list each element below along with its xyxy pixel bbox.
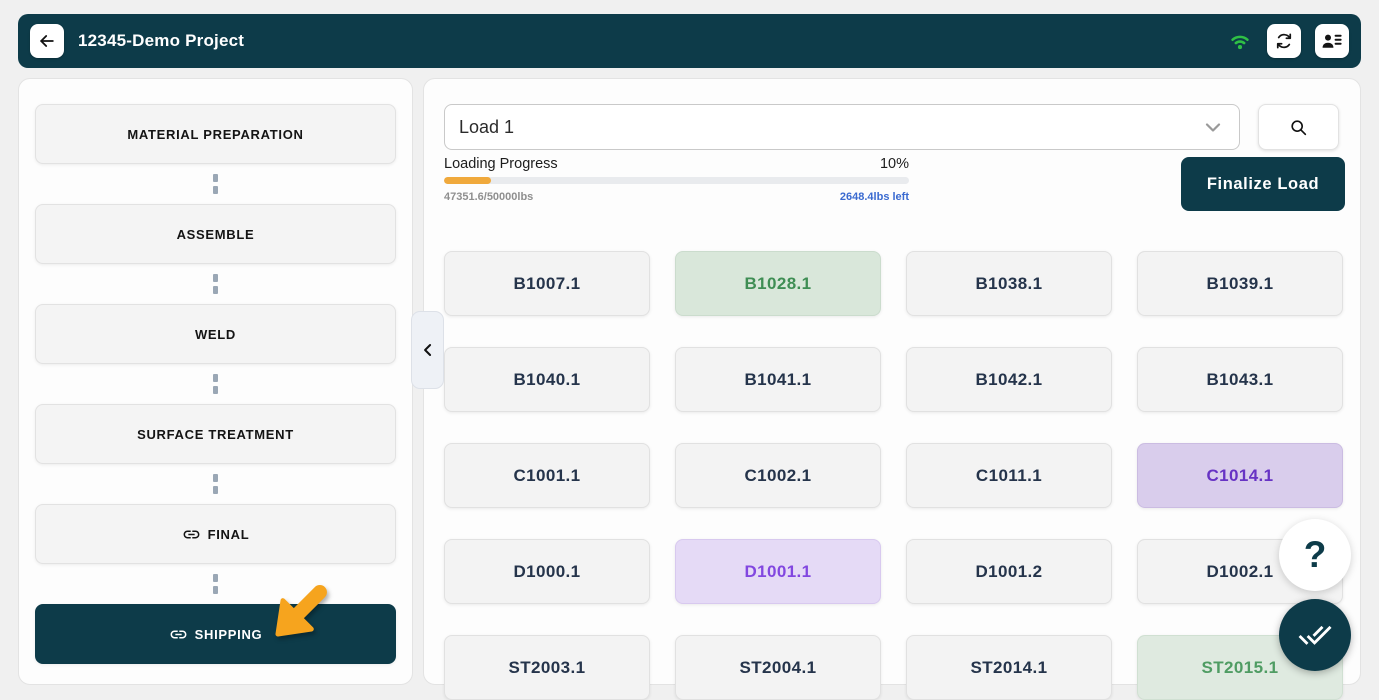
part-button-st2004-1[interactable]: ST2004.1 (675, 635, 881, 700)
part-button-d1000-1[interactable]: D1000.1 (444, 539, 650, 604)
stage-connector (35, 464, 396, 504)
stage-connector (35, 564, 396, 604)
person-list-icon (1320, 29, 1344, 53)
finalize-load-button[interactable]: Finalize Load (1181, 157, 1345, 211)
progress-percent: 10% (879, 156, 909, 172)
stage-label: SURFACE TREATMENT (137, 426, 294, 442)
sidebar-item-assemble[interactable]: ASSEMBLE (35, 204, 396, 264)
progress-fill (444, 177, 491, 184)
stage-label: MATERIAL PREPARATION (127, 126, 304, 142)
load-select[interactable]: Load 1 (444, 104, 1240, 150)
confirm-button[interactable] (1279, 599, 1351, 671)
sidebar-item-weld[interactable]: WELD (35, 304, 396, 364)
load-select-value: Load 1 (459, 116, 515, 137)
part-button-c1001-1[interactable]: C1001.1 (444, 443, 650, 508)
chevron-left-icon (418, 340, 438, 360)
stage-label: WELD (194, 326, 237, 342)
part-button-d1001-2[interactable]: D1001.2 (906, 539, 1112, 604)
back-button[interactable] (30, 24, 64, 58)
stage-label: FINAL (207, 526, 250, 542)
progress-label: Loading Progress (444, 156, 558, 172)
arrow-left-icon (37, 31, 57, 51)
sidebar-item-shipping[interactable]: SHIPPING (35, 604, 396, 664)
part-button-b1040-1[interactable]: B1040.1 (444, 347, 650, 412)
part-button-b1028-1[interactable]: B1028.1 (675, 251, 881, 316)
part-button-c1002-1[interactable]: C1002.1 (675, 443, 881, 508)
stage-label: SHIPPING (194, 626, 263, 642)
progress-bar (444, 177, 909, 184)
part-button-b1038-1[interactable]: B1038.1 (906, 251, 1112, 316)
link-icon (182, 525, 201, 544)
page-title: 12345-Demo Project (78, 31, 245, 50)
sidebar-collapse-handle[interactable] (411, 311, 444, 389)
part-button-st2014-1[interactable]: ST2014.1 (906, 635, 1112, 700)
magnifier-icon (1288, 117, 1309, 138)
part-button-c1014-1[interactable]: C1014.1 (1137, 443, 1343, 508)
parts-grid: B1007.1 B1028.1 B1038.1 B1039.1 B1040.1 … (444, 251, 1343, 700)
double-check-icon (1298, 618, 1332, 652)
stage-label: ASSEMBLE (176, 226, 255, 242)
app-header: 12345-Demo Project (18, 14, 1361, 68)
chevron-down-icon (1201, 115, 1225, 139)
refresh-button[interactable] (1267, 24, 1301, 58)
link-icon (169, 625, 188, 644)
progress-remaining-weight: 2648.4lbs left (839, 191, 909, 203)
help-button[interactable]: ? (1279, 519, 1351, 591)
workflow-sidebar: MATERIAL PREPARATION ASSEMBLE WELD SURFA… (18, 78, 413, 685)
part-button-st2003-1[interactable]: ST2003.1 (444, 635, 650, 700)
stage-connector (35, 164, 396, 204)
sync-icon (1273, 30, 1295, 52)
part-button-c1011-1[interactable]: C1011.1 (906, 443, 1112, 508)
part-button-b1007-1[interactable]: B1007.1 (444, 251, 650, 316)
part-button-b1041-1[interactable]: B1041.1 (675, 347, 881, 412)
contacts-button[interactable] (1315, 24, 1349, 58)
part-button-b1043-1[interactable]: B1043.1 (1137, 347, 1343, 412)
search-button[interactable] (1258, 104, 1339, 150)
sidebar-item-final[interactable]: FINAL (35, 504, 396, 564)
part-button-d1001-1[interactable]: D1001.1 (675, 539, 881, 604)
wifi-icon (1223, 24, 1257, 58)
loading-progress: Loading Progress 10% 47351.6/50000lbs 26… (444, 156, 909, 203)
part-button-b1042-1[interactable]: B1042.1 (906, 347, 1112, 412)
progress-current-weight: 47351.6/50000lbs (444, 191, 534, 203)
part-button-b1039-1[interactable]: B1039.1 (1137, 251, 1343, 316)
load-panel: Load 1 Loading Progress 10% 47351.6/5000… (423, 78, 1361, 700)
stage-connector (35, 264, 396, 304)
sidebar-item-surface-treatment[interactable]: SURFACE TREATMENT (35, 404, 396, 464)
stage-connector (35, 364, 396, 404)
sidebar-item-material-preparation[interactable]: MATERIAL PREPARATION (35, 104, 396, 164)
